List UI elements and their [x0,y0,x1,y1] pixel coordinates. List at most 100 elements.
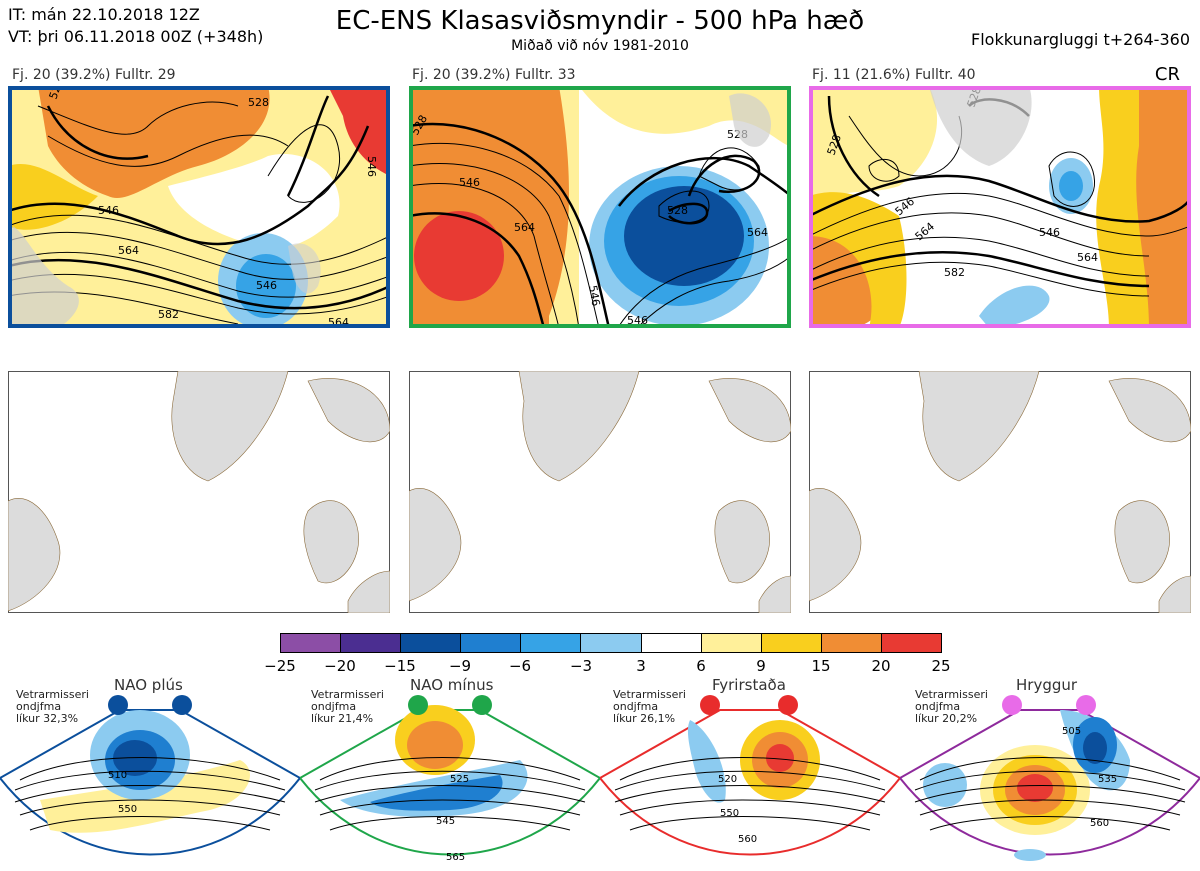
colorbar-tick: −3 [569,657,593,675]
contour-label: 582 [944,266,965,279]
greenland-land [171,371,289,482]
colorbar-tick: 3 [636,657,646,675]
contour-label: 546 [256,279,277,292]
contour-label: 546 [98,204,119,217]
land-outline [8,226,79,328]
positive-anomaly-area [38,86,270,199]
empty-map-2 [409,371,791,613]
cluster-2-border [409,86,791,328]
land-outline [929,86,1032,166]
regime-4-map: 505 535 560 [900,695,1200,861]
cr-label: CR [1154,64,1180,85]
cluster-3-border [809,86,1191,328]
run-info: IT: mán 22.10.2018 12Z VT: þri 06.11.201… [8,4,263,48]
empty-map-3 [809,371,1191,613]
anomaly-colorbar [280,633,942,653]
colorbar-tick: −20 [324,657,356,675]
regime-marker-icon [778,695,798,715]
regime-4-probability: Vetrarmisseri ondjfma líkur 20,2% [915,688,988,725]
colorbar-cell [581,634,642,652]
initial-time: IT: mán 22.10.2018 12Z [8,5,200,24]
colorbar-tick: −15 [384,657,416,675]
classification-window: Flokkunargluggi t+264-360 [971,30,1190,49]
land-outline [729,93,771,147]
british-isles-land [714,500,770,584]
regime-1-probability: Vetrarmisseri ondjfma líkur 32,3% [16,688,89,725]
contour-label: 546 [365,156,378,177]
contour-label: 565 [446,852,465,863]
greenland-land [518,371,640,482]
colorbar-tick: −6 [508,657,532,675]
cluster-3-map: 528 546 564 582 528 546 564 [809,86,1191,328]
scandinavia-land [307,378,390,443]
regime-3-probability: Vetrarmisseri ondjfma líkur 26,1% [613,688,686,725]
contour-label: 520 [718,774,737,785]
contour-label: 582 [158,308,179,321]
regime-4-name: Hryggur [1016,676,1078,694]
contour-label: 546 [1039,226,1060,239]
contour-label: 560 [738,834,757,845]
regime-marker-icon [1076,695,1096,715]
scandinavia-land [1108,378,1191,443]
british-isles-land [1114,500,1170,584]
regime-marker-icon [172,695,192,715]
regime-2-map: 525 545 565 [300,695,600,863]
contour-label: 564 [118,244,139,257]
colorbar-tick: 6 [696,657,706,675]
colorbar-cell [281,634,342,652]
regime-1-map: 510 550 [0,695,300,856]
contour-label: 528 [248,96,269,109]
regime-2-name: NAO mínus [410,676,494,694]
greenland-land [918,371,1040,482]
regime-marker-icon [1002,695,1022,715]
regime-marker-icon [700,695,720,715]
contour-label: 510 [108,770,127,781]
colorbar-tick: −9 [448,657,472,675]
colorbar-tick: 25 [931,657,951,675]
cluster-3-label: Fj. 11 (21.6%) Fulltr. 40 [812,67,976,83]
colorbar-cell [761,634,822,652]
contour-label: 545 [436,816,455,827]
colorbar-tick: 9 [756,657,766,675]
cluster-2-map: 528 546 564 546 528 528 546 564 546 [409,86,791,328]
contour-label: 546 [459,176,480,189]
regime-marker-icon [408,695,428,715]
colorbar-tick: 20 [871,657,891,675]
contour-label: 546 [586,284,602,307]
regime-2-probability: Vetrarmisseri ondjfma líkur 21,4% [311,688,384,725]
regime-3-name: Fyrirstaða [712,676,786,694]
cluster-1-border [8,86,390,328]
contour-label: 546 [627,314,648,327]
page-title: EC-ENS Klasasviðsmyndir - 500 hPa hæð [335,6,865,36]
colorbar-cell [461,634,522,652]
regime-marker-icon [472,695,492,715]
cluster-1-label: Fj. 20 (39.2%) Fulltr. 29 [12,67,176,83]
cluster-2-label: Fj. 20 (39.2%) Fulltr. 33 [412,67,576,83]
valid-time: VT: þri 06.11.2018 00Z (+348h) [8,27,264,46]
labrador-land [8,498,61,612]
labrador-land [809,488,862,602]
colorbar-tick: −25 [264,657,296,675]
contour-label: 550 [118,804,137,815]
contour-label: 550 [720,808,739,819]
colorbar-cell [881,634,942,652]
contour-label: 564 [514,221,535,234]
contour-label: 564 [1077,251,1098,264]
colorbar-tick: 15 [811,657,831,675]
contour-label: 535 [1098,774,1117,785]
regime-3-map: 520 550 560 [600,695,900,856]
colorbar-cell [821,634,882,652]
contour-label: 528 [667,204,688,217]
contour-label: 560 [1090,818,1109,829]
colorbar-cell [401,634,462,652]
cluster-1-map: 528 546 564 582 546 528 546 564 [8,86,390,328]
colorbar-cell [341,634,402,652]
colorbar-cell [521,634,582,652]
contour-label: 505 [1062,726,1081,737]
contour-label: 564 [747,226,768,239]
regime-1-name: NAO plús [114,676,183,694]
climatology-subtitle: Miðað við nóv 1981-2010 [511,38,689,54]
negative-anomaly-area [624,186,744,286]
labrador-land [409,488,462,602]
scandinavia-land [708,378,791,443]
